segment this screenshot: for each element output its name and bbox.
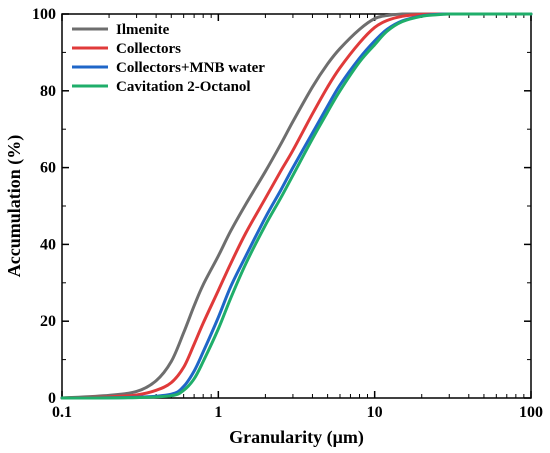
- series-line-cavitation-2-octanol: [60, 12, 533, 400]
- x-tick-label: 10: [367, 404, 383, 421]
- legend-label-cavitation-2-octanol: Cavitation 2-Octanol: [116, 79, 251, 95]
- x-axis-title: Granularity (μm): [229, 427, 364, 448]
- legend-label-ilmenite: Ilmenite: [116, 22, 170, 38]
- legend-label-collectors: Collectors: [116, 41, 181, 57]
- x-tick-label: 0.1: [52, 404, 72, 421]
- y-tick-label: 100: [32, 6, 56, 23]
- x-tick-label: 1: [214, 404, 222, 421]
- y-tick-label: 20: [40, 313, 56, 330]
- y-tick-label: 40: [40, 236, 56, 253]
- series-line-collectors: [60, 12, 533, 400]
- y-tick-label: 0: [48, 390, 56, 407]
- y-axis-title: Accumulation (%): [4, 135, 25, 278]
- legend-label-collectors-mnb-water: Collectors+MNB water: [116, 60, 265, 76]
- x-tick-label: 100: [519, 404, 543, 421]
- y-tick-label: 80: [40, 83, 56, 100]
- legend: Ilmenite Collectors Collectors+MNB water Ca…: [72, 22, 265, 95]
- series-line-ilmenite: [60, 12, 533, 400]
- series-layer: [60, 12, 533, 400]
- axes: 0.1 1 10 100 0 20 40 60 80 100: [32, 6, 543, 421]
- y-tick-label: 60: [40, 160, 56, 177]
